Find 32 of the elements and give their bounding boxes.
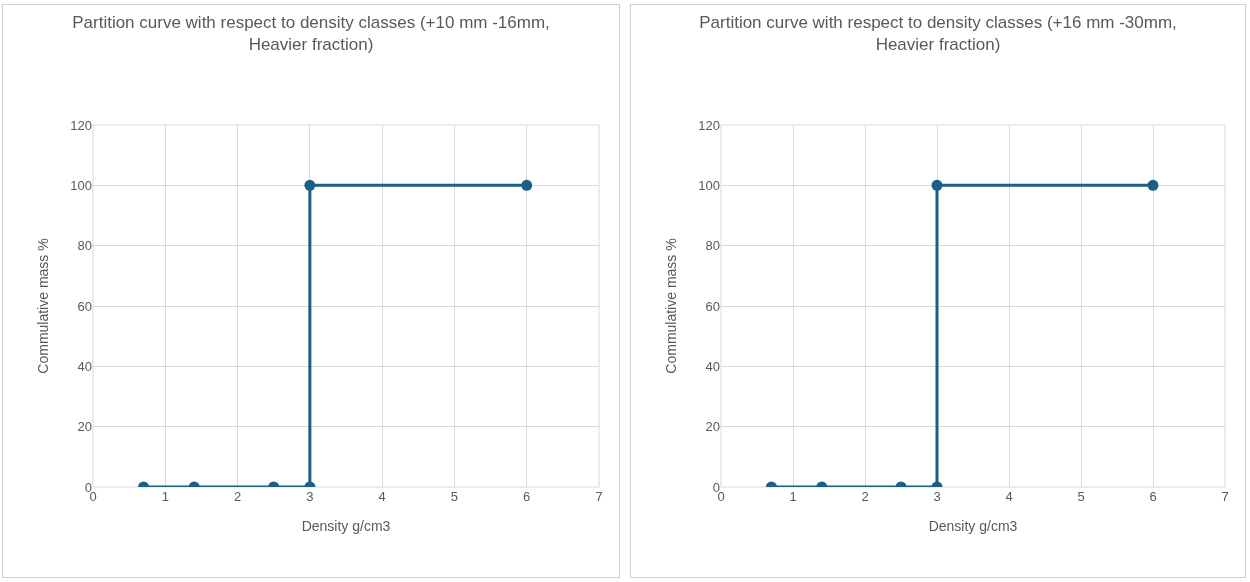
y-tick-label: 120 [70, 117, 92, 133]
y-tick-label: 80 [705, 238, 720, 254]
y-tick-label: 20 [705, 419, 720, 435]
x-axis-title: Density g/cm3 [928, 518, 1018, 535]
x-axis-title: Density g/cm3 [301, 518, 391, 535]
y-tick-label: 80 [77, 238, 92, 254]
x-tick-label: 3 [306, 489, 314, 504]
x-tick-label: 6 [1149, 489, 1157, 504]
y-axis-title: Commulative mass % [34, 238, 51, 374]
y-axis-title: Commulative mass % [662, 238, 679, 374]
y-tick-label: 60 [705, 298, 720, 314]
chart-title: Partition curve with respect to density classes (+16 mm -30mm, Heavier fraction) [699, 12, 1177, 54]
y-tick-label: 120 [698, 117, 720, 133]
x-tick-label: 2 [861, 489, 869, 504]
x-tick-label: 5 [450, 489, 459, 504]
y-tick-label: 100 [698, 177, 720, 193]
y-tick-label: 100 [70, 177, 92, 193]
x-tick-label: 6 [523, 489, 531, 504]
y-tick-label: 60 [77, 298, 92, 314]
y-tick-label: 40 [705, 358, 720, 374]
x-tick-label: 3 [933, 489, 941, 504]
x-tick-label: 5 [1077, 489, 1085, 504]
y-tick-label: 40 [77, 358, 92, 374]
x-tick-label: 4 [1005, 489, 1013, 504]
x-tick-label: 7 [1221, 489, 1229, 504]
x-tick-label: 7 [595, 489, 603, 504]
y-tick-label: 20 [77, 419, 92, 435]
x-tick-label: 1 [161, 489, 169, 504]
x-tick-label: 2 [233, 489, 242, 504]
x-tick-label: 4 [378, 489, 386, 504]
x-tick-label: 1 [789, 489, 797, 504]
chart-title: Partition curve with respect to density classes (+10 mm -16mm, Heavier fraction) [72, 12, 550, 54]
